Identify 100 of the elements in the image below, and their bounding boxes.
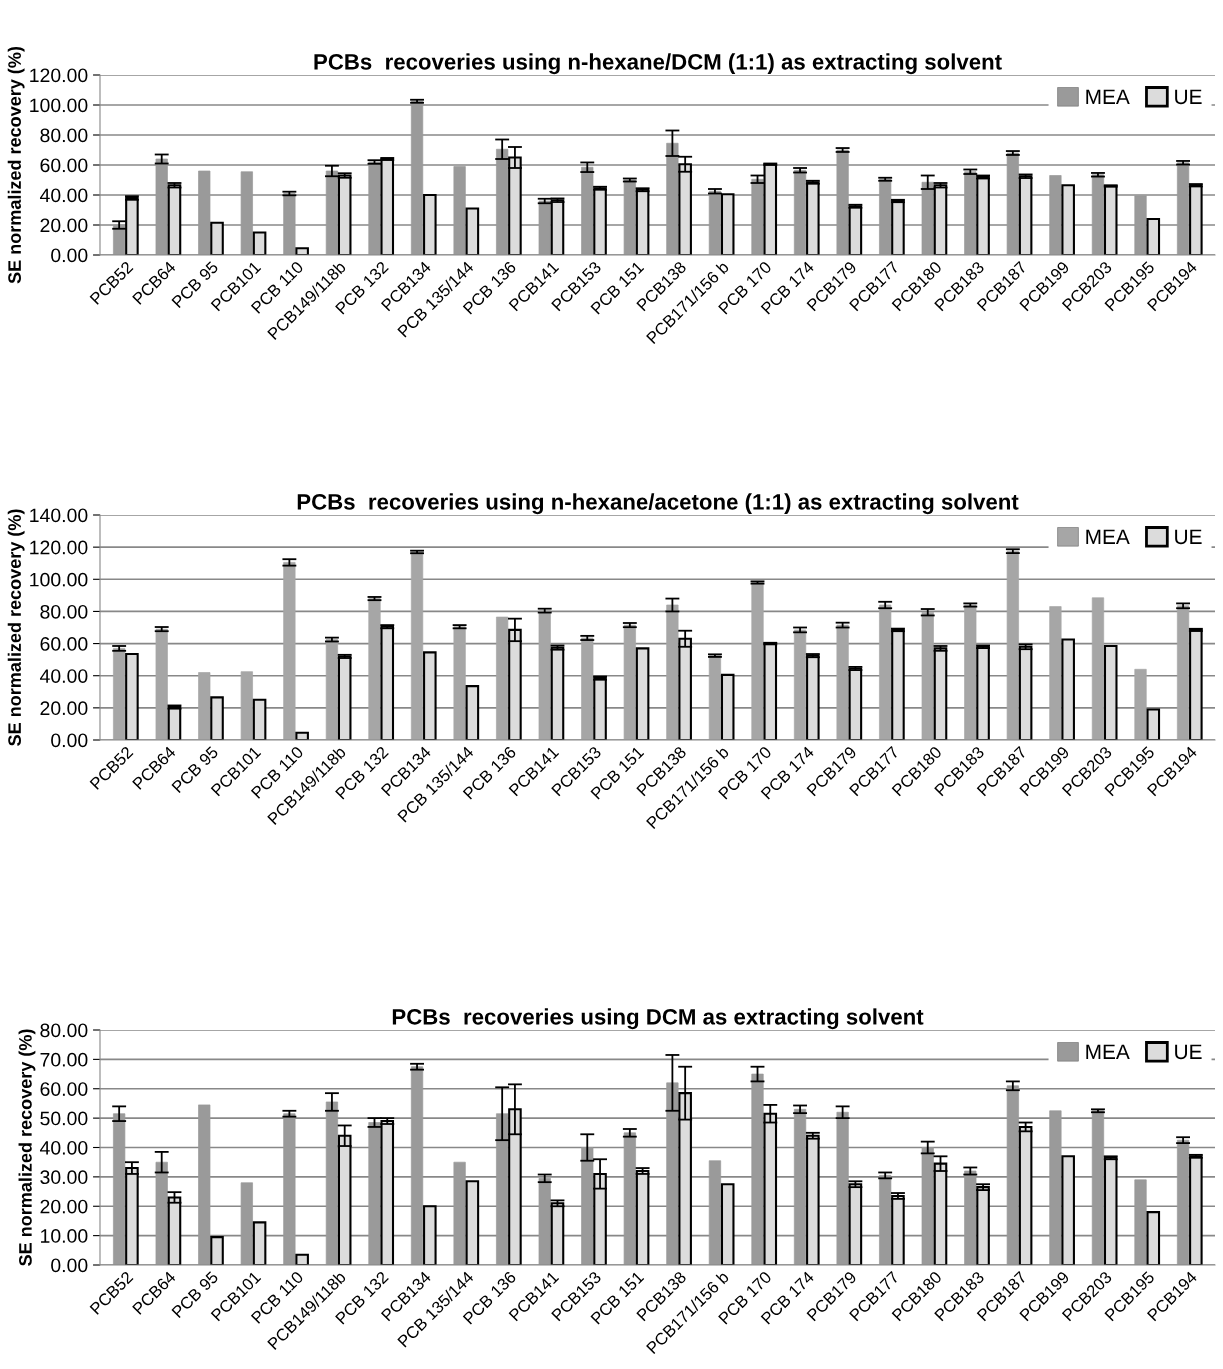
bar (410, 1066, 424, 1265)
y-tick-label: 40.00 (39, 669, 88, 683)
bar (964, 1170, 977, 1265)
bar (793, 169, 807, 255)
bar (581, 637, 594, 740)
bar (720, 673, 735, 740)
bar (635, 647, 650, 740)
y-tick-label: 80.00 (40, 604, 88, 619)
bar (1146, 1211, 1161, 1265)
bar (368, 1122, 381, 1265)
bar (964, 171, 977, 255)
y-tick-label: 20.00 (40, 701, 88, 716)
bar (325, 639, 339, 740)
bar (1103, 644, 1118, 740)
y-axis-title: SE normalized recovery (%) (7, 46, 25, 284)
y-tick-label: 120.00 (30, 540, 88, 555)
bar (283, 1113, 296, 1265)
y-tick-label: 10.00 (41, 1229, 88, 1243)
bar (1049, 175, 1062, 255)
bar (550, 646, 565, 740)
bar (368, 598, 381, 740)
bar (1103, 1156, 1118, 1265)
bar (538, 200, 551, 255)
y-tick-label: 0.00 (51, 733, 88, 748)
y-tick-label: 140.00 (30, 508, 88, 523)
bar (623, 624, 636, 740)
bar (210, 221, 224, 255)
bar (410, 551, 424, 740)
bar (423, 651, 437, 740)
bar (550, 1202, 565, 1265)
bar (1018, 645, 1033, 740)
bar (113, 1113, 126, 1265)
legend-label: MEA (1086, 529, 1130, 544)
bar (155, 158, 168, 255)
bar (593, 187, 607, 255)
bar (538, 610, 551, 740)
bar (240, 671, 253, 740)
bar (423, 1205, 437, 1265)
bar (155, 628, 168, 740)
bar (453, 626, 466, 740)
bar (933, 647, 948, 740)
bar (635, 188, 650, 255)
bar (806, 181, 820, 255)
bar (410, 100, 424, 255)
bar (295, 247, 309, 255)
y-tick-label: 100.00 (30, 572, 88, 587)
bar (198, 170, 211, 255)
bar (295, 731, 309, 740)
bar (252, 1221, 267, 1265)
bar (581, 166, 594, 255)
bar (976, 1186, 990, 1265)
bar (496, 1113, 509, 1265)
bar (325, 170, 339, 255)
bar (453, 1161, 466, 1265)
y-tick-label: 20.00 (40, 218, 88, 233)
y-tick-label: 20.00 (40, 1199, 88, 1214)
bar (210, 1236, 224, 1265)
bar (848, 667, 863, 740)
bar (380, 625, 395, 740)
bar (708, 190, 722, 255)
bar (751, 582, 764, 740)
bar (210, 696, 224, 740)
bar (666, 142, 679, 255)
bar (1018, 175, 1033, 255)
bar (751, 1073, 764, 1265)
bar (167, 1196, 182, 1265)
bar (1049, 606, 1062, 740)
bar (252, 231, 267, 255)
bar (976, 645, 990, 740)
legend-label: MEA (1086, 1044, 1130, 1059)
bar (113, 648, 126, 740)
bar (465, 685, 480, 740)
y-tick-label: 40.00 (39, 188, 88, 203)
bar (1189, 184, 1203, 255)
y-tick-label: 120.00 (30, 68, 88, 83)
bar (921, 611, 934, 740)
bar (708, 655, 722, 740)
bar (793, 1108, 807, 1265)
bar (1018, 1125, 1033, 1265)
bar (240, 1182, 253, 1265)
bar (1006, 1085, 1019, 1265)
bar (368, 161, 381, 255)
bar (836, 149, 849, 255)
bar (921, 181, 934, 255)
bar (879, 604, 892, 740)
bar (635, 1169, 650, 1265)
bar (1061, 184, 1075, 255)
bar (879, 178, 892, 255)
bar (1134, 1179, 1147, 1265)
bar (763, 642, 778, 740)
bar (623, 1132, 636, 1265)
y-tick-label: 80.00 (40, 1023, 88, 1038)
chart-title: PCBs recoveries using n-hexane/DCM (1:1) as extracting solvent (314, 53, 1002, 75)
bar (581, 1147, 594, 1265)
bar (198, 1104, 211, 1265)
bar (198, 672, 211, 740)
bar (1049, 1110, 1062, 1265)
bar (240, 171, 253, 255)
y-tick-label: 40.00 (39, 1140, 88, 1155)
bar (623, 179, 636, 255)
